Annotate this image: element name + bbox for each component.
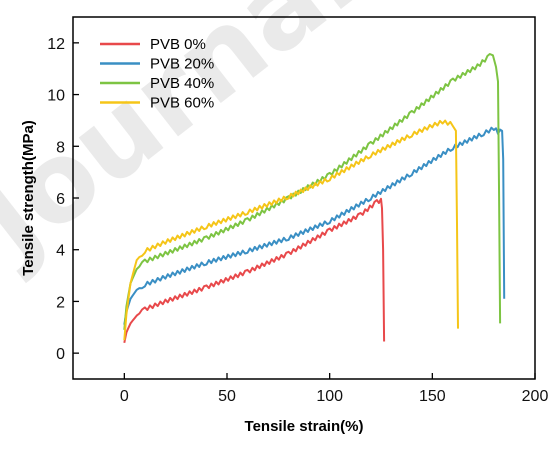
y-tick-label: 10: [47, 88, 65, 105]
series-line-pvb-20: [123, 126, 506, 325]
axis-ticks: 0 50 100 150 200 0 2 4 6 8 10 12: [47, 36, 548, 405]
legend-label: PVB 60%: [150, 95, 214, 112]
y-tick-label: 4: [56, 243, 65, 260]
y-tick-label: 0: [56, 346, 65, 363]
legend-label: PVB 40%: [150, 75, 214, 92]
y-tick-label: 12: [47, 36, 65, 53]
x-axis-title: Tensile strain(%): [245, 418, 364, 435]
legend: PVB 0% PVB 20% PVB 40% PVB 60%: [100, 36, 214, 112]
x-tick-label: 50: [218, 388, 236, 405]
y-axis-title: Tensile strength(MPa): [20, 120, 37, 276]
legend-label: PVB 20%: [150, 56, 214, 73]
x-tick-label: 200: [522, 388, 549, 405]
y-tick-label: 6: [56, 191, 65, 208]
series-layer: [123, 53, 506, 343]
series-line-pvb-40: [123, 53, 502, 330]
y-tick-label: 8: [56, 139, 65, 156]
x-tick-label: 150: [419, 388, 446, 405]
series-line-pvb-60: [123, 119, 459, 341]
x-tick-label: 0: [120, 388, 129, 405]
y-tick-label: 2: [56, 294, 65, 311]
series-line-pvb-0: [123, 197, 386, 343]
x-tick-label: 100: [316, 388, 343, 405]
legend-label: PVB 0%: [150, 36, 206, 53]
